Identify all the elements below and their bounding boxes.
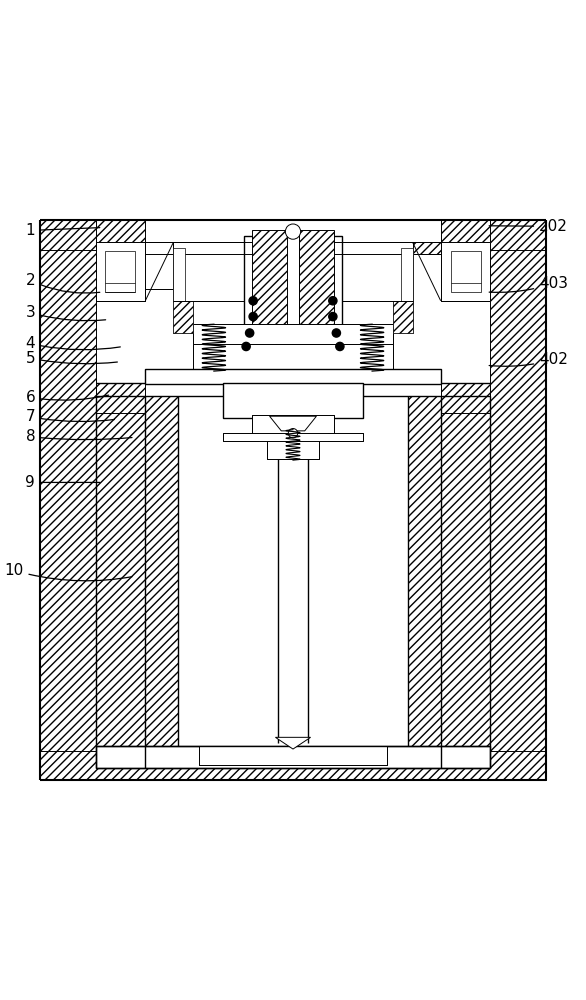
Bar [193, 324, 393, 346]
Bar [96, 746, 490, 768]
Bar [252, 230, 287, 348]
Bar [393, 301, 413, 333]
Text: 3: 3 [25, 305, 105, 321]
Bar [441, 396, 490, 413]
Circle shape [285, 224, 301, 239]
Bar [223, 383, 363, 418]
Bar [299, 230, 334, 348]
Bar [193, 344, 393, 372]
Bar [267, 400, 319, 459]
Text: 10: 10 [4, 563, 132, 581]
Bar [96, 399, 145, 768]
Circle shape [242, 342, 250, 351]
Circle shape [336, 342, 344, 351]
Text: 8: 8 [26, 429, 132, 444]
Bar [96, 242, 145, 301]
Bar [199, 746, 387, 765]
Bar [441, 242, 490, 301]
Bar [96, 242, 145, 301]
Bar [490, 220, 546, 780]
Circle shape [288, 429, 298, 438]
Text: 5: 5 [26, 351, 117, 366]
Bar [193, 344, 393, 372]
Bar [178, 396, 408, 746]
Bar [193, 324, 393, 346]
Circle shape [332, 329, 340, 337]
Circle shape [246, 329, 254, 337]
Text: 402: 402 [489, 352, 568, 367]
Bar [145, 369, 441, 384]
Bar [96, 220, 145, 242]
Bar [145, 220, 441, 242]
Bar [96, 746, 490, 768]
Text: 2: 2 [26, 273, 100, 293]
Bar [328, 433, 363, 441]
Bar [244, 236, 342, 330]
Bar [401, 248, 413, 301]
Bar [40, 751, 546, 780]
Bar [96, 383, 145, 396]
Bar [441, 220, 490, 242]
Bar [145, 242, 173, 289]
Circle shape [249, 297, 257, 305]
Bar [252, 415, 334, 436]
Bar [223, 383, 363, 418]
Bar [267, 400, 319, 459]
Bar [40, 220, 96, 780]
Bar [252, 415, 334, 436]
Bar [223, 433, 363, 441]
Text: 202: 202 [489, 219, 568, 234]
Text: 4: 4 [26, 336, 120, 351]
Bar [145, 369, 441, 384]
Text: 6: 6 [25, 390, 108, 405]
Circle shape [249, 312, 257, 321]
Bar [105, 251, 135, 292]
Bar [451, 251, 481, 292]
Bar [173, 301, 193, 333]
Bar [408, 396, 441, 746]
Bar [173, 301, 193, 333]
Text: 403: 403 [489, 276, 568, 292]
Bar [244, 236, 342, 330]
Text: 1: 1 [26, 223, 100, 238]
Bar [441, 383, 490, 396]
Bar [173, 248, 185, 301]
Bar [96, 396, 145, 413]
Bar [441, 399, 490, 768]
Bar [441, 242, 490, 301]
Bar [145, 242, 173, 289]
Polygon shape [275, 737, 311, 749]
Circle shape [329, 297, 337, 305]
Bar [393, 301, 413, 333]
Bar [145, 396, 178, 746]
Circle shape [329, 312, 337, 321]
Text: 7: 7 [26, 409, 114, 424]
Bar [376, 242, 441, 254]
Text: 9: 9 [25, 475, 100, 490]
Bar [40, 220, 546, 250]
Bar [223, 433, 258, 441]
Bar [287, 230, 299, 348]
Bar [145, 242, 210, 254]
Bar [173, 242, 413, 301]
Polygon shape [270, 416, 316, 431]
Bar [199, 746, 387, 765]
